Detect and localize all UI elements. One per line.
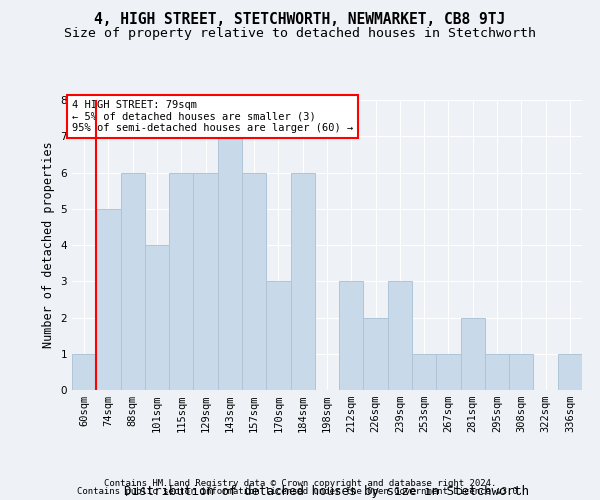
Bar [121,172,145,390]
Bar [72,354,96,390]
Bar [242,172,266,390]
Bar [461,318,485,390]
Bar [193,172,218,390]
Text: 4, HIGH STREET, STETCHWORTH, NEWMARKET, CB8 9TJ: 4, HIGH STREET, STETCHWORTH, NEWMARKET, … [94,12,506,28]
Bar [266,281,290,390]
Bar [290,172,315,390]
Bar [412,354,436,390]
Bar [485,354,509,390]
Bar [218,136,242,390]
Bar [388,281,412,390]
Text: Contains HM Land Registry data © Crown copyright and database right 2024.: Contains HM Land Registry data © Crown c… [104,478,496,488]
Bar [436,354,461,390]
Bar [145,245,169,390]
Bar [96,209,121,390]
Bar [558,354,582,390]
Text: Size of property relative to detached houses in Stetchworth: Size of property relative to detached ho… [64,28,536,40]
Text: Contains public sector information licensed under the Open Government Licence v3: Contains public sector information licen… [77,487,523,496]
Bar [339,281,364,390]
Bar [509,354,533,390]
Bar [169,172,193,390]
Text: 4 HIGH STREET: 79sqm
← 5% of detached houses are smaller (3)
95% of semi-detache: 4 HIGH STREET: 79sqm ← 5% of detached ho… [72,100,353,133]
Y-axis label: Number of detached properties: Number of detached properties [42,142,55,348]
X-axis label: Distribution of detached houses by size in Stetchworth: Distribution of detached houses by size … [125,485,530,498]
Bar [364,318,388,390]
